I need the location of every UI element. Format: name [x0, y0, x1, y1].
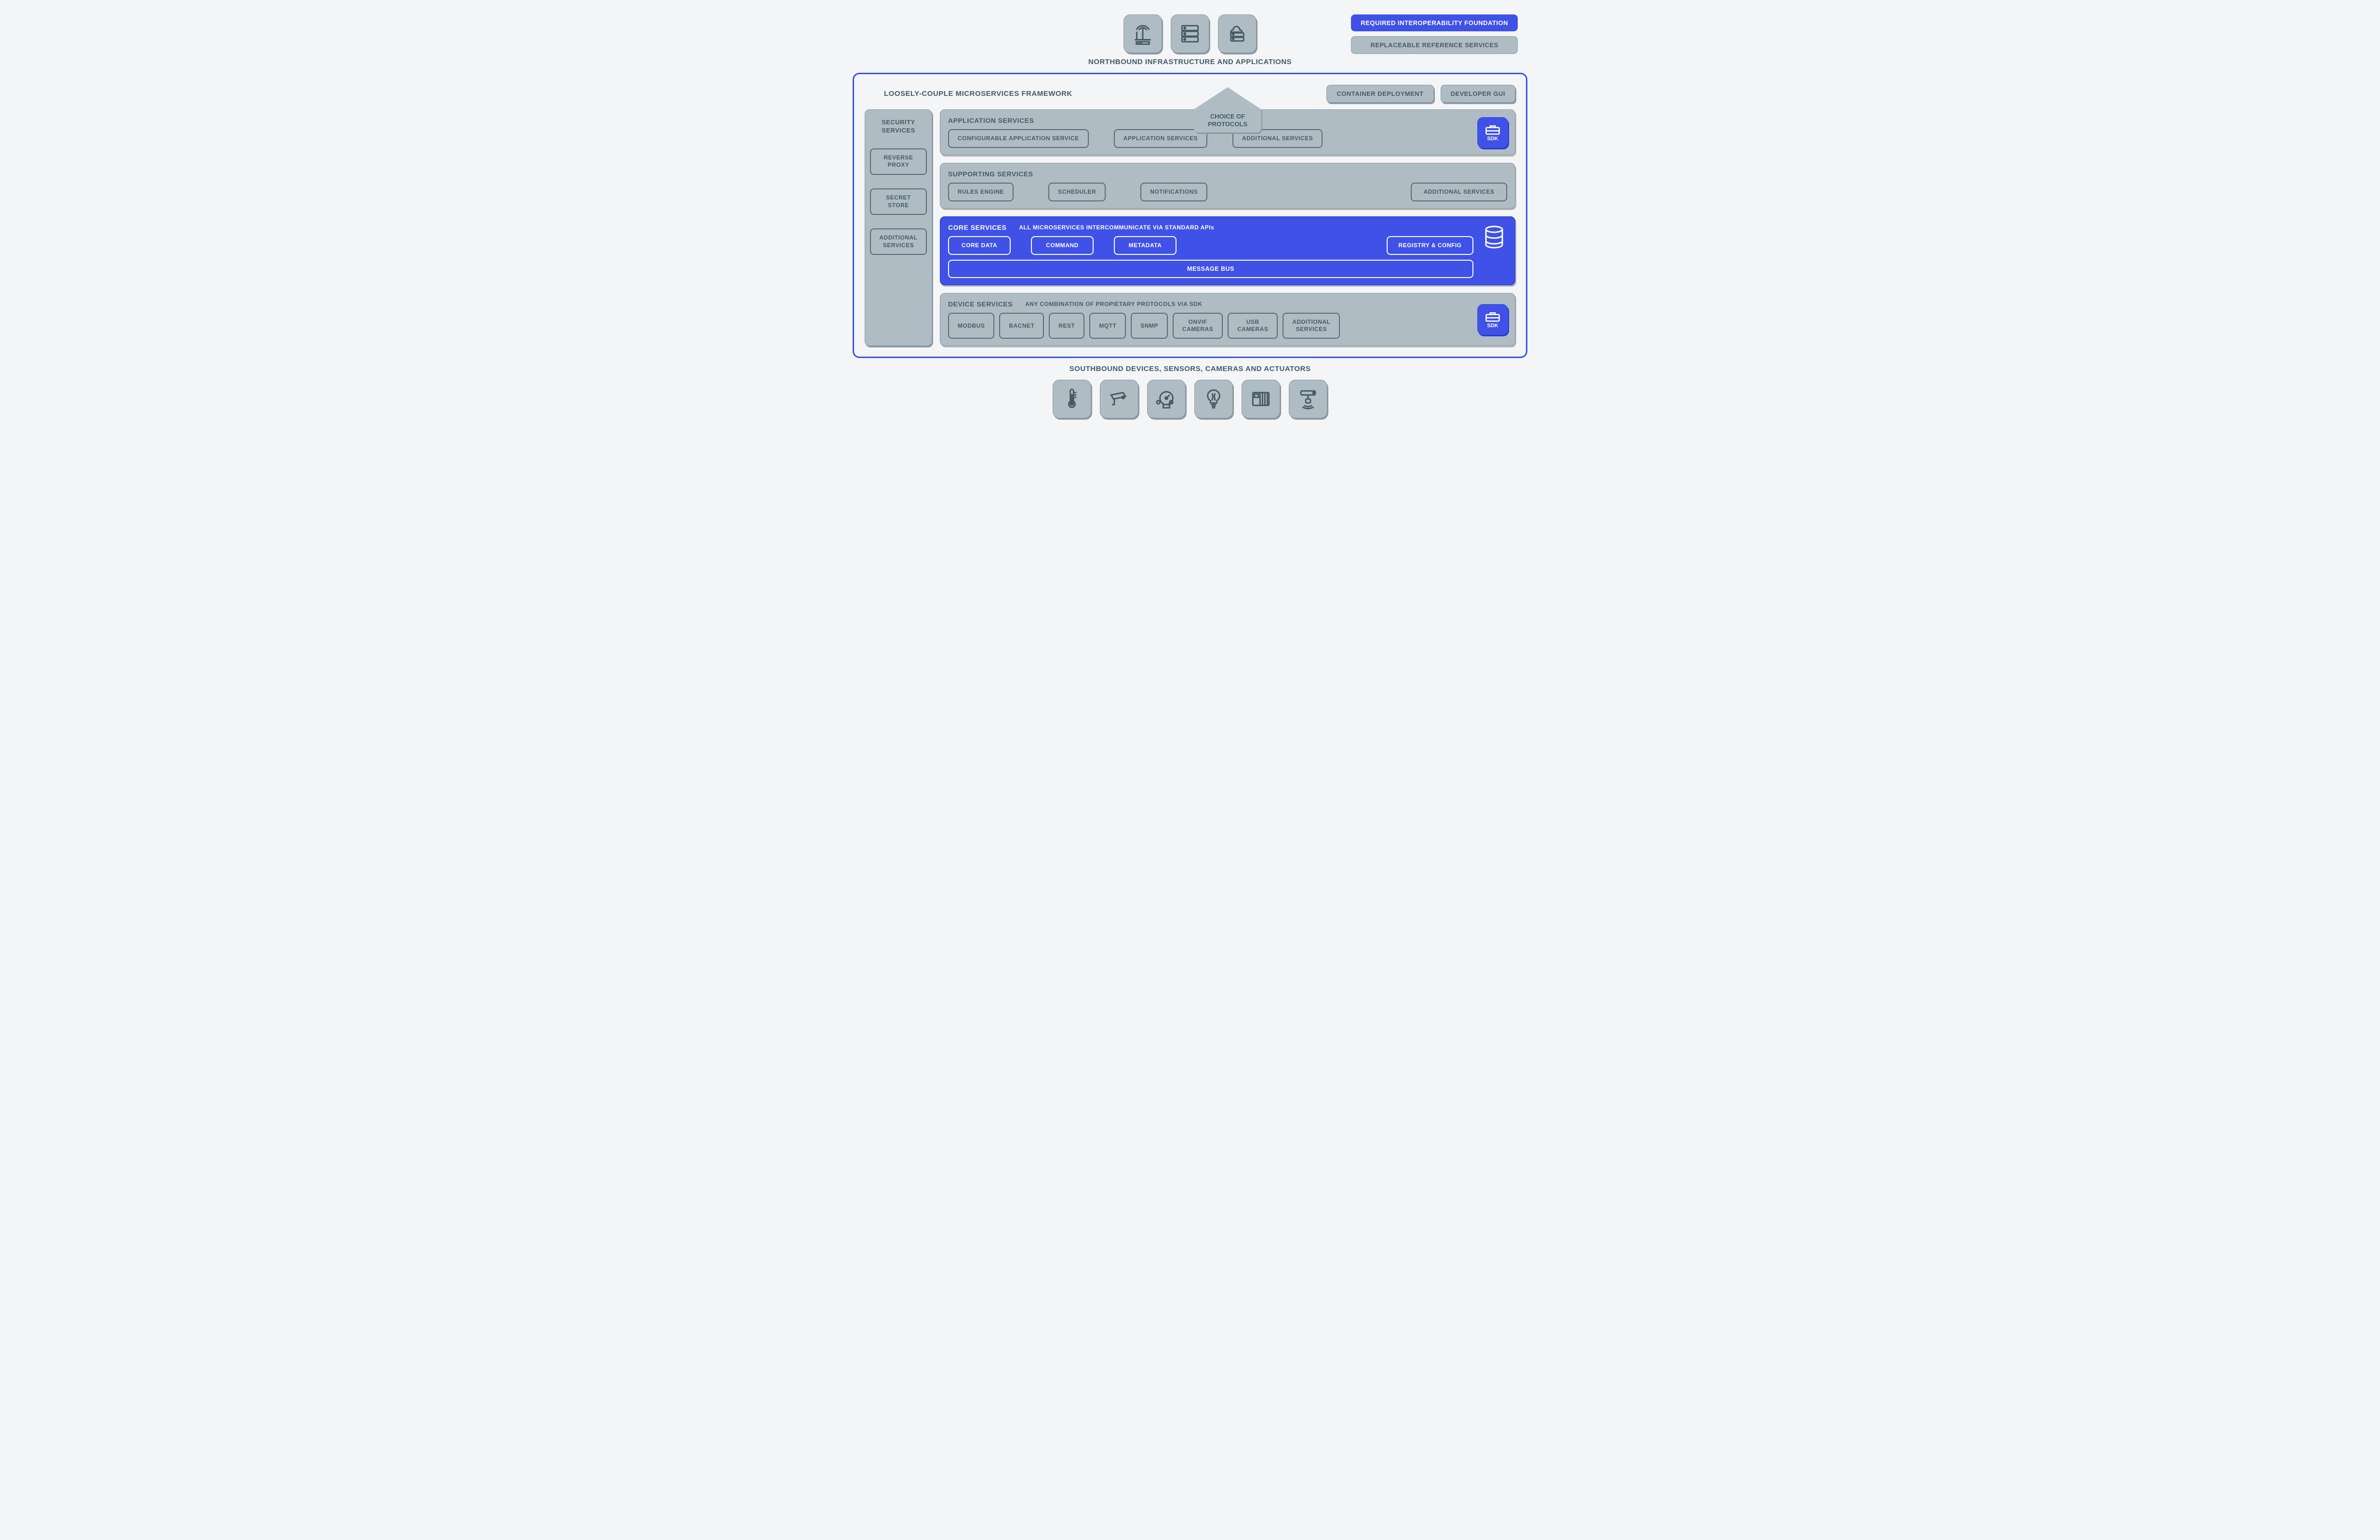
main-framework-frame: LOOSELY-COUPLE MICROSERVICES FRAMEWORK C…	[853, 73, 1527, 358]
camera-icon	[1100, 380, 1138, 418]
box-snmp: SNMP	[1131, 313, 1168, 339]
legend: REQUIRED INTEROPERABILITY FOUNDATION REP…	[1351, 14, 1518, 54]
device-subtitle: ANY COMBINATION OF PROPIETARY PROTOCOLS …	[1025, 301, 1203, 307]
cloud-server-icon	[1218, 14, 1257, 53]
frame-header: LOOSELY-COUPLE MICROSERVICES FRAMEWORK C…	[865, 85, 1515, 103]
sidebar-secret-store: SECRETSTORE	[870, 188, 927, 215]
core-subtitle: ALL MICROSERVICES INTERCOMMUNICATE VIA S…	[1019, 224, 1214, 231]
sidebar-reverse-proxy: REVERSEPROXY	[870, 148, 927, 175]
box-mqtt: MQTT	[1089, 313, 1126, 339]
bulb-icon	[1194, 380, 1233, 418]
box-core-data: CORE DATA	[948, 236, 1011, 255]
box-configurable-app-service: CONFIGURABLE APPLICATION SERVICE	[948, 129, 1089, 148]
box-additional-services-dev: ADDITIONALSERVICES	[1283, 313, 1340, 339]
database-icon	[1484, 226, 1504, 251]
device-services-panel: DEVICE SERVICES ANY COMBINATION OF PROPI…	[940, 293, 1515, 346]
box-scheduler: SCHEDULER	[1048, 183, 1106, 201]
router-icon	[1123, 14, 1162, 53]
panel-icon	[1242, 380, 1280, 418]
service-layers-stack: CHOICE OFPROTOCOLS APPLICATION SERVICES …	[940, 109, 1515, 346]
sdk-badge-device: SDK	[1477, 304, 1508, 335]
box-bacnet: BACNET	[999, 313, 1044, 339]
security-sidebar: SECURITYSERVICES REVERSEPROXY SECRETSTOR…	[865, 109, 932, 346]
box-registry-config: REGISTRY & CONFIG	[1387, 236, 1473, 255]
box-rest: REST	[1049, 313, 1084, 339]
application-title: APPLICATION SERVICES	[948, 117, 1034, 124]
sensor-icon	[1289, 380, 1327, 418]
core-title: CORE SERVICES	[948, 224, 1006, 231]
supporting-title: SUPPORTING SERVICES	[948, 170, 1033, 178]
thermometer-icon	[1053, 380, 1091, 418]
box-application-services: APPLICATION SERVICES	[1114, 129, 1207, 148]
box-notifications: NOTIFICATIONS	[1140, 183, 1207, 201]
device-title: DEVICE SERVICES	[948, 300, 1013, 308]
core-services-panel: CORE SERVICES ALL MICROSERVICES INTERCOM…	[940, 216, 1515, 285]
southbound-icons	[853, 380, 1527, 418]
sdk-badge-app: SDK	[1477, 117, 1508, 148]
legend-required: REQUIRED INTEROPERABILITY FOUNDATION	[1351, 14, 1518, 31]
box-metadata: METADATA	[1114, 236, 1177, 255]
box-modbus: MODBUS	[948, 313, 994, 339]
message-bus: MESSAGE BUS	[948, 260, 1473, 278]
frame-title: LOOSELY-COUPLE MICROSERVICES FRAMEWORK	[865, 90, 1072, 98]
chip-container-deployment: CONTAINER DEPLOYMENT	[1326, 85, 1433, 103]
southbound-label: SOUTHBOUND DEVICES, SENSORS, CAMERAS AND…	[853, 365, 1527, 373]
server-stack-icon	[1171, 14, 1209, 53]
sidebar-additional-services: ADDITIONALSERVICES	[870, 228, 927, 255]
supporting-services-panel: SUPPORTING SERVICES RULES ENGINE SCHEDUL…	[940, 163, 1515, 209]
box-rules-engine: RULES ENGINE	[948, 183, 1014, 201]
northbound-label: NORTHBOUND INFRASTRUCTURE AND APPLICATIO…	[853, 58, 1527, 66]
box-additional-services-supp: ADDITIONAL SERVICES	[1411, 183, 1507, 201]
gauge-icon	[1147, 380, 1186, 418]
legend-replaceable: REPLACEABLE REFERENCE SERVICES	[1351, 36, 1518, 54]
sidebar-title: SECURITYSERVICES	[870, 119, 927, 135]
chip-developer-gui: DEVELOPER GUI	[1441, 85, 1515, 103]
box-usb-cameras: USBCAMERAS	[1228, 313, 1278, 339]
box-command: COMMAND	[1031, 236, 1094, 255]
choice-of-protocols: CHOICE OFPROTOCOLS	[1194, 87, 1261, 133]
box-onvif-cameras: ONVIFCAMERAS	[1173, 313, 1223, 339]
